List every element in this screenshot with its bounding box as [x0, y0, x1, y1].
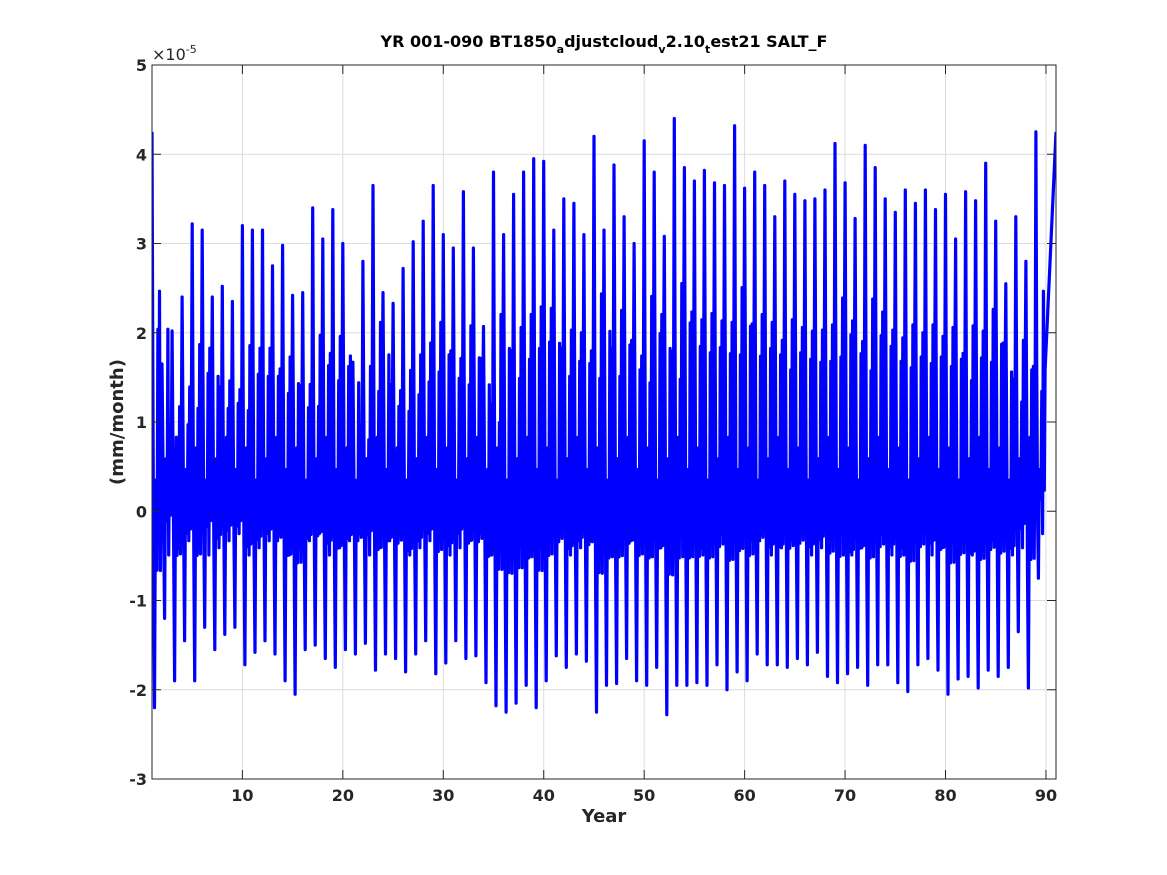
title-part: djustcloud [564, 32, 658, 51]
x-tick-label: 80 [934, 786, 956, 805]
title-part: a [557, 43, 564, 56]
y-exponent-label: ×10-5 [152, 43, 197, 64]
title-part: t [705, 43, 710, 56]
y-tick-label: -2 [129, 681, 147, 700]
y-tick-label: 5 [136, 56, 147, 75]
series-line [152, 116, 1056, 717]
y-exponent-base: ×10 [152, 45, 186, 64]
x-tick-label: 30 [432, 786, 454, 805]
y-tick-label: 0 [136, 502, 147, 521]
x-tick-labels: 10 20 30 40 50 60 70 80 90 [231, 786, 1057, 805]
chart-title: YR 001-090 BT1850adjustcloudv2.10test21 … [380, 32, 828, 56]
y-tick-label: 2 [136, 324, 147, 343]
title-part: 2.10 [666, 32, 705, 51]
y-tick-label: 3 [136, 235, 147, 254]
x-tick-label: 40 [533, 786, 555, 805]
title-part: YR 001-090 BT1850 [380, 32, 557, 51]
x-tick-label: 90 [1035, 786, 1057, 805]
y-tick-label: 1 [136, 413, 147, 432]
y-tick-labels: -3 -2 -1 0 1 2 3 4 5 [129, 56, 147, 789]
x-tick-label: 10 [231, 786, 253, 805]
y-tick-label: -3 [129, 770, 147, 789]
y-tick-label: -1 [129, 592, 147, 611]
y-exponent-power: -5 [186, 43, 197, 56]
x-tick-label: 50 [633, 786, 655, 805]
title-part: v [658, 43, 666, 56]
x-tick-label: 20 [332, 786, 354, 805]
title-part: est21 SALT_F [710, 32, 827, 51]
plot-area [152, 116, 1056, 717]
x-axis-label: Year [581, 806, 627, 827]
y-axis-label: (mm/month) [107, 359, 128, 485]
ticks [152, 64, 1056, 780]
x-tick-label: 70 [834, 786, 856, 805]
x-tick-label: 60 [733, 786, 755, 805]
y-tick-label: 4 [136, 145, 147, 164]
